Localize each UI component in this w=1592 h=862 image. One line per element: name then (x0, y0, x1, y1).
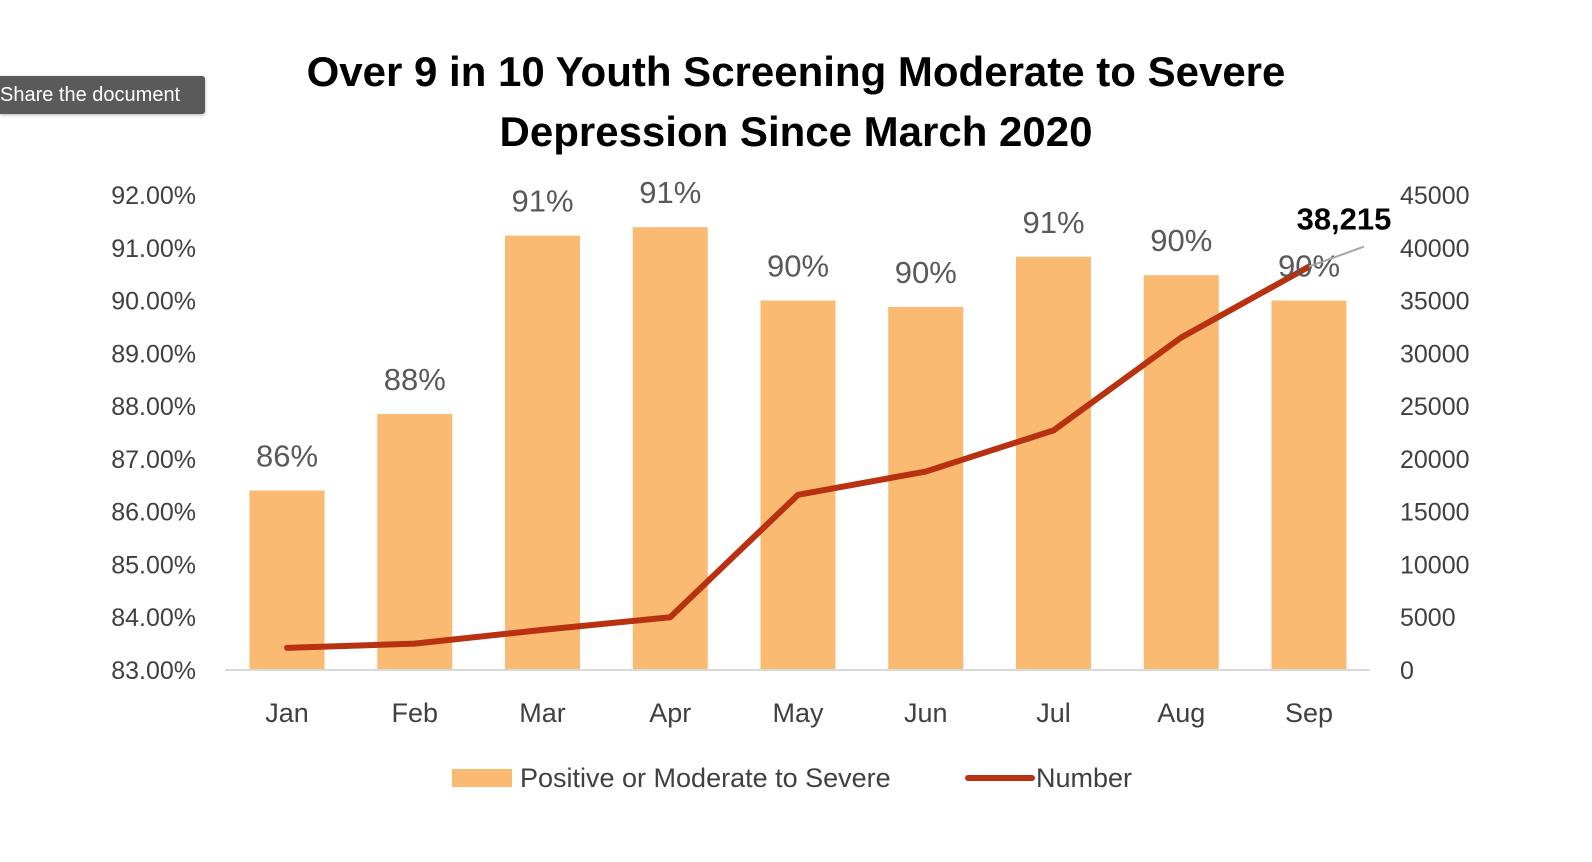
bar-data-labels: 86%88%91% 91%90% 90%91%90%90% (256, 175, 1340, 473)
category-label-mar: Mar (519, 698, 566, 728)
line-series (284, 263, 1312, 651)
bar-mar (505, 235, 580, 670)
right-tick-label: 15000 (1400, 499, 1470, 527)
bar-may (760, 300, 836, 670)
category-label-may: May (772, 698, 824, 728)
left-tick-label: 88.00% (111, 393, 196, 421)
category-label-feb: Feb (391, 698, 438, 728)
right-tick-label: 5000 (1400, 604, 1456, 632)
category-label-jun: Jun (904, 698, 948, 728)
left-tick-label: 91.00% (111, 235, 196, 263)
left-tick-label: 90.00% (111, 288, 196, 316)
bar-sep (1271, 300, 1347, 670)
chart-title-line-1: Over 9 in 10 Youth Screening Moderate to… (306, 48, 1286, 95)
right-tick-label: 20000 (1400, 446, 1470, 474)
chart-title-line-2: Depression Since March 2020 (499, 108, 1093, 155)
bar-data-label-may: 90% (767, 249, 829, 284)
chart-title: Over 9 in 10 Youth Screening Moderate to… (0, 42, 1592, 162)
left-tick-label: 86.00% (111, 499, 196, 527)
bar-jun (888, 306, 964, 670)
right-tick-label: 10000 (1400, 551, 1470, 579)
share-document-tooltip: Share the document (0, 76, 205, 114)
left-tick-label: 87.00% (111, 446, 196, 474)
category-label-sep: Sep (1285, 698, 1333, 728)
bar-data-label-feb: 88% (384, 362, 446, 397)
right-tick-label: 0 (1400, 657, 1414, 685)
bar-data-label-jun: 90% (895, 255, 957, 290)
category-label-jan: Jan (265, 698, 309, 728)
callout-label: 38,215 (1297, 202, 1392, 237)
left-tick-label: 85.00% (111, 551, 196, 579)
bar-feb (377, 414, 453, 670)
bar-data-label-apr: 91% (639, 175, 701, 210)
right-tick-label: 45000 (1400, 182, 1470, 210)
bar-data-label-jul: 91% (1022, 205, 1084, 240)
left-axis: 83.00% 84.00% 85.00% 86.00% 87.00% 88.00% 89.0… (111, 182, 196, 685)
number-callout: 38,215 (1297, 202, 1392, 268)
tooltip-text: Share the document (0, 84, 181, 106)
bar-jan (249, 490, 325, 670)
right-axis: 0 5000 10000 15000 20000 25000 30000 35000 40000… (1400, 182, 1470, 685)
right-tick-label: 40000 (1400, 235, 1470, 263)
bar-data-label-mar: 91% (511, 184, 573, 219)
x-axis: Jan Feb Mar Apr May Jun Jul Aug Sep (265, 698, 1333, 728)
legend: Positive or Moderate to Severe Number (452, 763, 1132, 793)
left-tick-label: 89.00% (111, 340, 196, 368)
bar-data-label-aug: 90% (1150, 223, 1212, 258)
legend-swatch-bars (452, 769, 512, 787)
bar-series (249, 227, 1347, 670)
bar-apr (632, 227, 708, 670)
number-line (284, 263, 1312, 651)
bar-data-label-jan: 86% (256, 439, 318, 474)
right-tick-label: 25000 (1400, 393, 1470, 421)
callout-leader-line (1308, 245, 1365, 268)
bar-jul (1016, 256, 1091, 670)
left-tick-label: 84.00% (111, 604, 196, 632)
right-tick-label: 30000 (1400, 340, 1470, 368)
left-tick-label: 83.00% (111, 657, 196, 685)
category-label-jul: Jul (1036, 698, 1071, 728)
category-label-apr: Apr (649, 698, 691, 728)
category-label-aug: Aug (1157, 698, 1205, 728)
legend-label-line: Number (1036, 763, 1132, 793)
left-tick-label: 92.00% (111, 182, 196, 210)
right-tick-label: 35000 (1400, 288, 1470, 316)
legend-label-bars: Positive or Moderate to Severe (520, 763, 891, 793)
